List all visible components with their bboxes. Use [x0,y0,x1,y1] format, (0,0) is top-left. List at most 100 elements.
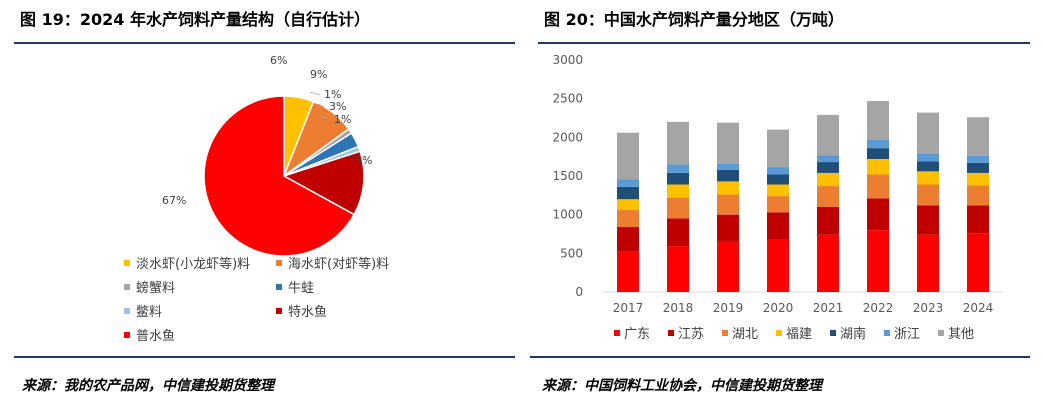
bar-segment [767,129,789,168]
legend-swatch [776,330,782,336]
y-tick-label: 2000 [552,130,583,144]
y-tick-label: 500 [560,246,583,260]
pie-slice-label: 6% [270,54,287,67]
legend-swatch [276,284,282,290]
bar-segment [717,169,739,182]
bar-segment [867,100,889,140]
bar-segment [867,158,889,175]
bar-segment [867,174,889,199]
pie-chart-title: 图 19：2024 年水产饲料产量结构（自行估计） [20,10,370,29]
x-tick-label: 2017 [613,301,644,315]
y-tick-label: 3000 [552,53,583,67]
stacked-bar-chart: 0 500 1000 1500 2000 2500 3000 2017 2018 2019 2020… [552,53,1003,342]
y-tick-label: 2500 [552,92,583,106]
leader-line [319,115,329,120]
pie-chart-source: 来源：我的农产品网，中信建投期货整理 [22,378,274,394]
legend-label: 牛蛙 [288,281,314,296]
bar-segment [867,148,889,159]
bar-segment [917,205,939,235]
bottom-rule [530,356,1030,358]
bar-segment [667,184,689,198]
bar-segment [917,234,939,292]
bar-segment [617,210,639,228]
bar-segment [617,227,639,252]
bar-segment [867,139,889,149]
legend-swatch [276,308,282,314]
legend-label: 福建 [786,327,812,342]
legend-swatch [276,260,282,266]
legend-swatch [722,330,728,336]
pie-slice-label: 1% [324,88,341,101]
bar-segment [917,184,939,206]
x-tick-label: 2020 [763,301,794,315]
bar-segment [817,155,839,163]
legend-swatch [938,330,944,336]
bar-chart-panel: 图 20：中国水产饲料产量分地区（万吨） 0 500 1000 1500 2000 250… [530,0,1030,394]
bar-segment [967,172,989,186]
bar-segment [617,186,639,200]
bar-segment [617,132,639,180]
bar-segment [767,174,789,185]
bar-segment [717,214,739,241]
pie-slice-label: 9% [310,68,327,81]
bar-segment [717,194,739,215]
bar-segment [767,167,789,175]
pie-slice-label: 3% [329,100,346,113]
bar-segment [767,212,789,240]
y-tick-label: 1500 [552,169,583,183]
bar-segment [817,206,839,235]
bar-segment [717,122,739,164]
top-rule [14,42,515,44]
bar-segment [717,163,739,170]
y-tick-label: 1000 [552,208,583,222]
bar-chart-source: 来源：中国饲料工业协会，中信建投期货整理 [542,378,822,394]
pie-slice-label: 67% [162,194,186,207]
legend-label: 螃蟹料 [136,280,175,296]
legend-label: 海水虾(对虾等)料 [288,256,389,272]
bar-segment [717,181,739,195]
bar-segment [667,172,689,185]
x-tick-label: 2022 [863,301,894,315]
legend-label: 浙江 [894,327,920,342]
bar-segment [767,196,789,213]
x-tick-label: 2018 [663,301,694,315]
leader-line [309,91,321,96]
x-tick-label: 2021 [813,301,844,315]
bar-segment [717,240,739,292]
legend-label: 鳖料 [136,305,162,320]
bar-segment [667,218,689,247]
legend-label: 其他 [948,327,974,342]
y-tick-label: 0 [575,285,583,299]
legend-swatch [124,308,130,314]
bar-segment [867,198,889,231]
legend-label: 江苏 [678,326,704,342]
legend-swatch [124,284,130,290]
bottom-rule [14,356,515,358]
bar-segment [967,117,989,156]
bar-segment [817,114,839,156]
legend-swatch [124,332,130,338]
x-tick-label: 2023 [913,301,944,315]
leader-line [317,103,325,108]
bar-segment [667,197,689,219]
bar-segment [617,199,639,211]
legend-swatch [614,330,620,336]
pie-slice-label: 1% [334,113,351,126]
bar-segment [667,246,689,292]
bar-segment [967,185,989,206]
legend-label: 特水鱼 [288,304,327,320]
bar-segment [917,153,939,162]
legend-swatch [124,260,130,266]
legend-label: 湖北 [732,327,758,342]
top-rule [538,42,1030,44]
bar-chart-title: 图 20：中国水产饲料产量分地区（万吨） [544,10,844,29]
pie-slice [282,150,365,216]
bar-segment [967,205,989,234]
bar-segment [917,161,939,172]
x-tick-label: 2024 [963,301,994,315]
legend-swatch [884,330,890,336]
bar-segment [617,251,639,292]
pie-chart-panel: 图 19：2024 年水产饲料产量结构（自行估计） 6% 9% 1% 3% 1% 13% 6… [14,0,515,394]
bar-segment [817,186,839,207]
